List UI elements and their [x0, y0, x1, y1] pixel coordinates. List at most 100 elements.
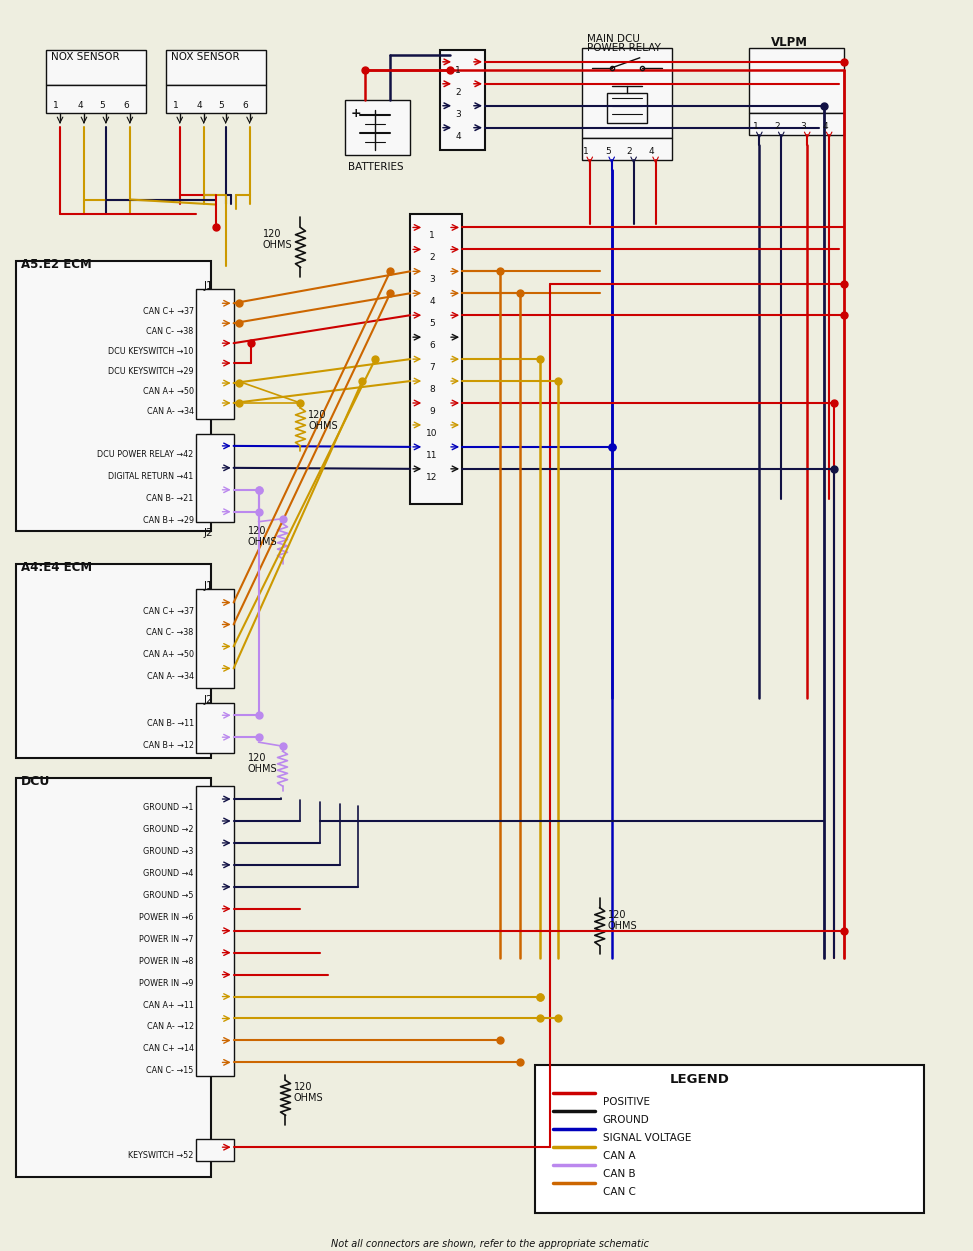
Text: 4: 4 [429, 298, 435, 306]
Text: OHMS: OHMS [247, 537, 277, 547]
Text: GROUND →2: GROUND →2 [143, 824, 194, 834]
Text: 4: 4 [455, 131, 461, 140]
Text: CAN A: CAN A [602, 1151, 635, 1161]
Text: POSITIVE: POSITIVE [602, 1097, 650, 1107]
Text: 120: 120 [308, 410, 327, 420]
Text: GROUND →5: GROUND →5 [143, 891, 194, 899]
Text: CAN C: CAN C [602, 1187, 635, 1197]
Text: A4:E4 ECM: A4:E4 ECM [21, 560, 92, 574]
Text: 1: 1 [173, 101, 179, 110]
Text: OHMS: OHMS [263, 240, 292, 250]
Text: CAN A- →12: CAN A- →12 [147, 1022, 194, 1032]
Text: CAN B- →11: CAN B- →11 [147, 719, 194, 728]
Text: 9: 9 [429, 407, 435, 417]
Text: CAN B: CAN B [602, 1170, 635, 1180]
Text: NOX SENSOR: NOX SENSOR [171, 51, 239, 61]
Text: OHMS: OHMS [608, 921, 637, 931]
Text: 3: 3 [429, 275, 435, 284]
Text: LEGEND: LEGEND [669, 1073, 730, 1086]
Text: CAN A- →34: CAN A- →34 [147, 672, 194, 682]
Bar [582, 48, 671, 138]
Text: KEYSWITCH →52: KEYSWITCH →52 [128, 1151, 194, 1160]
Text: CAN B- →21: CAN B- →21 [147, 494, 194, 503]
Text: POWER RELAY: POWER RELAY [587, 43, 661, 53]
Text: 5: 5 [429, 319, 435, 328]
Text: 4: 4 [197, 101, 202, 110]
Text: J2: J2 [203, 696, 213, 706]
Text: 7: 7 [429, 363, 435, 372]
Bar [196, 289, 234, 419]
Bar [749, 48, 845, 113]
Text: 2: 2 [455, 88, 461, 96]
Text: 120: 120 [294, 1082, 312, 1092]
Text: GROUND: GROUND [602, 1115, 649, 1125]
Text: 2: 2 [429, 254, 435, 263]
Text: J2: J2 [203, 528, 213, 538]
Text: CAN A+ →50: CAN A+ →50 [143, 651, 194, 659]
Text: 120: 120 [608, 909, 627, 919]
Bar [17, 564, 211, 758]
Text: 1: 1 [752, 121, 758, 130]
Text: CAN C- →38: CAN C- →38 [147, 628, 194, 638]
Text: CAN C+ →37: CAN C+ →37 [143, 308, 194, 317]
Bar [46, 50, 146, 85]
Text: 4: 4 [77, 101, 83, 110]
Text: 1: 1 [455, 66, 461, 75]
Bar [607, 93, 647, 123]
Text: CAN C+ →37: CAN C+ →37 [143, 607, 194, 615]
Text: 8: 8 [429, 385, 435, 394]
Text: 120: 120 [247, 525, 266, 535]
Bar [17, 778, 211, 1177]
Text: GROUND →3: GROUND →3 [143, 847, 194, 856]
Text: NOX SENSOR: NOX SENSOR [51, 51, 120, 61]
Text: 1: 1 [583, 146, 589, 155]
Bar [345, 100, 411, 155]
Bar [165, 85, 266, 113]
Text: DIGITAL RETURN →41: DIGITAL RETURN →41 [108, 472, 194, 480]
Text: POWER IN →9: POWER IN →9 [139, 978, 194, 987]
Bar [196, 588, 234, 688]
Bar [165, 50, 266, 85]
Text: 1: 1 [429, 231, 435, 240]
Text: 3: 3 [801, 121, 806, 130]
Text: CAN C- →38: CAN C- →38 [147, 328, 194, 337]
Text: 12: 12 [426, 473, 438, 482]
Text: CAN A- →34: CAN A- →34 [147, 407, 194, 417]
Text: OHMS: OHMS [247, 764, 277, 774]
Text: J1: J1 [203, 281, 213, 291]
Text: CAN A+ →50: CAN A+ →50 [143, 387, 194, 397]
Text: CAN A+ →11: CAN A+ →11 [143, 1001, 194, 1010]
Bar [196, 703, 234, 753]
Text: 4: 4 [822, 121, 828, 130]
Text: MAIN DCU: MAIN DCU [587, 34, 639, 44]
Bar [582, 138, 671, 160]
Text: A5.E2 ECM: A5.E2 ECM [21, 259, 91, 271]
Text: CAN B+ →12: CAN B+ →12 [143, 741, 194, 751]
Text: 1: 1 [54, 101, 59, 110]
Bar [535, 1066, 924, 1213]
Text: Not all connectors are shown, refer to the appropriate schematic: Not all connectors are shown, refer to t… [331, 1238, 649, 1248]
Text: 11: 11 [426, 450, 438, 460]
Text: 6: 6 [429, 342, 435, 350]
Text: CAN C- →15: CAN C- →15 [146, 1066, 194, 1076]
Text: CAN C+ →14: CAN C+ →14 [143, 1045, 194, 1053]
Text: VLPM: VLPM [772, 36, 809, 49]
Text: 10: 10 [426, 429, 438, 438]
Bar [46, 85, 146, 113]
Bar [196, 434, 234, 522]
Text: 6: 6 [123, 101, 128, 110]
Text: 120: 120 [263, 229, 281, 239]
Text: 3: 3 [455, 110, 461, 119]
Text: 4: 4 [649, 146, 655, 155]
Text: OHMS: OHMS [294, 1093, 323, 1103]
Text: POWER IN →8: POWER IN →8 [139, 957, 194, 966]
Text: 2: 2 [627, 146, 632, 155]
Text: 2: 2 [775, 121, 780, 130]
Text: DCU KEYSWITCH →10: DCU KEYSWITCH →10 [108, 347, 194, 357]
Text: 5: 5 [99, 101, 105, 110]
Text: POWER IN →7: POWER IN →7 [139, 934, 194, 943]
Text: CAN B+ →29: CAN B+ →29 [143, 515, 194, 524]
Text: +: + [350, 106, 361, 120]
Bar [196, 1140, 234, 1161]
Text: DCU POWER RELAY →42: DCU POWER RELAY →42 [97, 450, 194, 459]
